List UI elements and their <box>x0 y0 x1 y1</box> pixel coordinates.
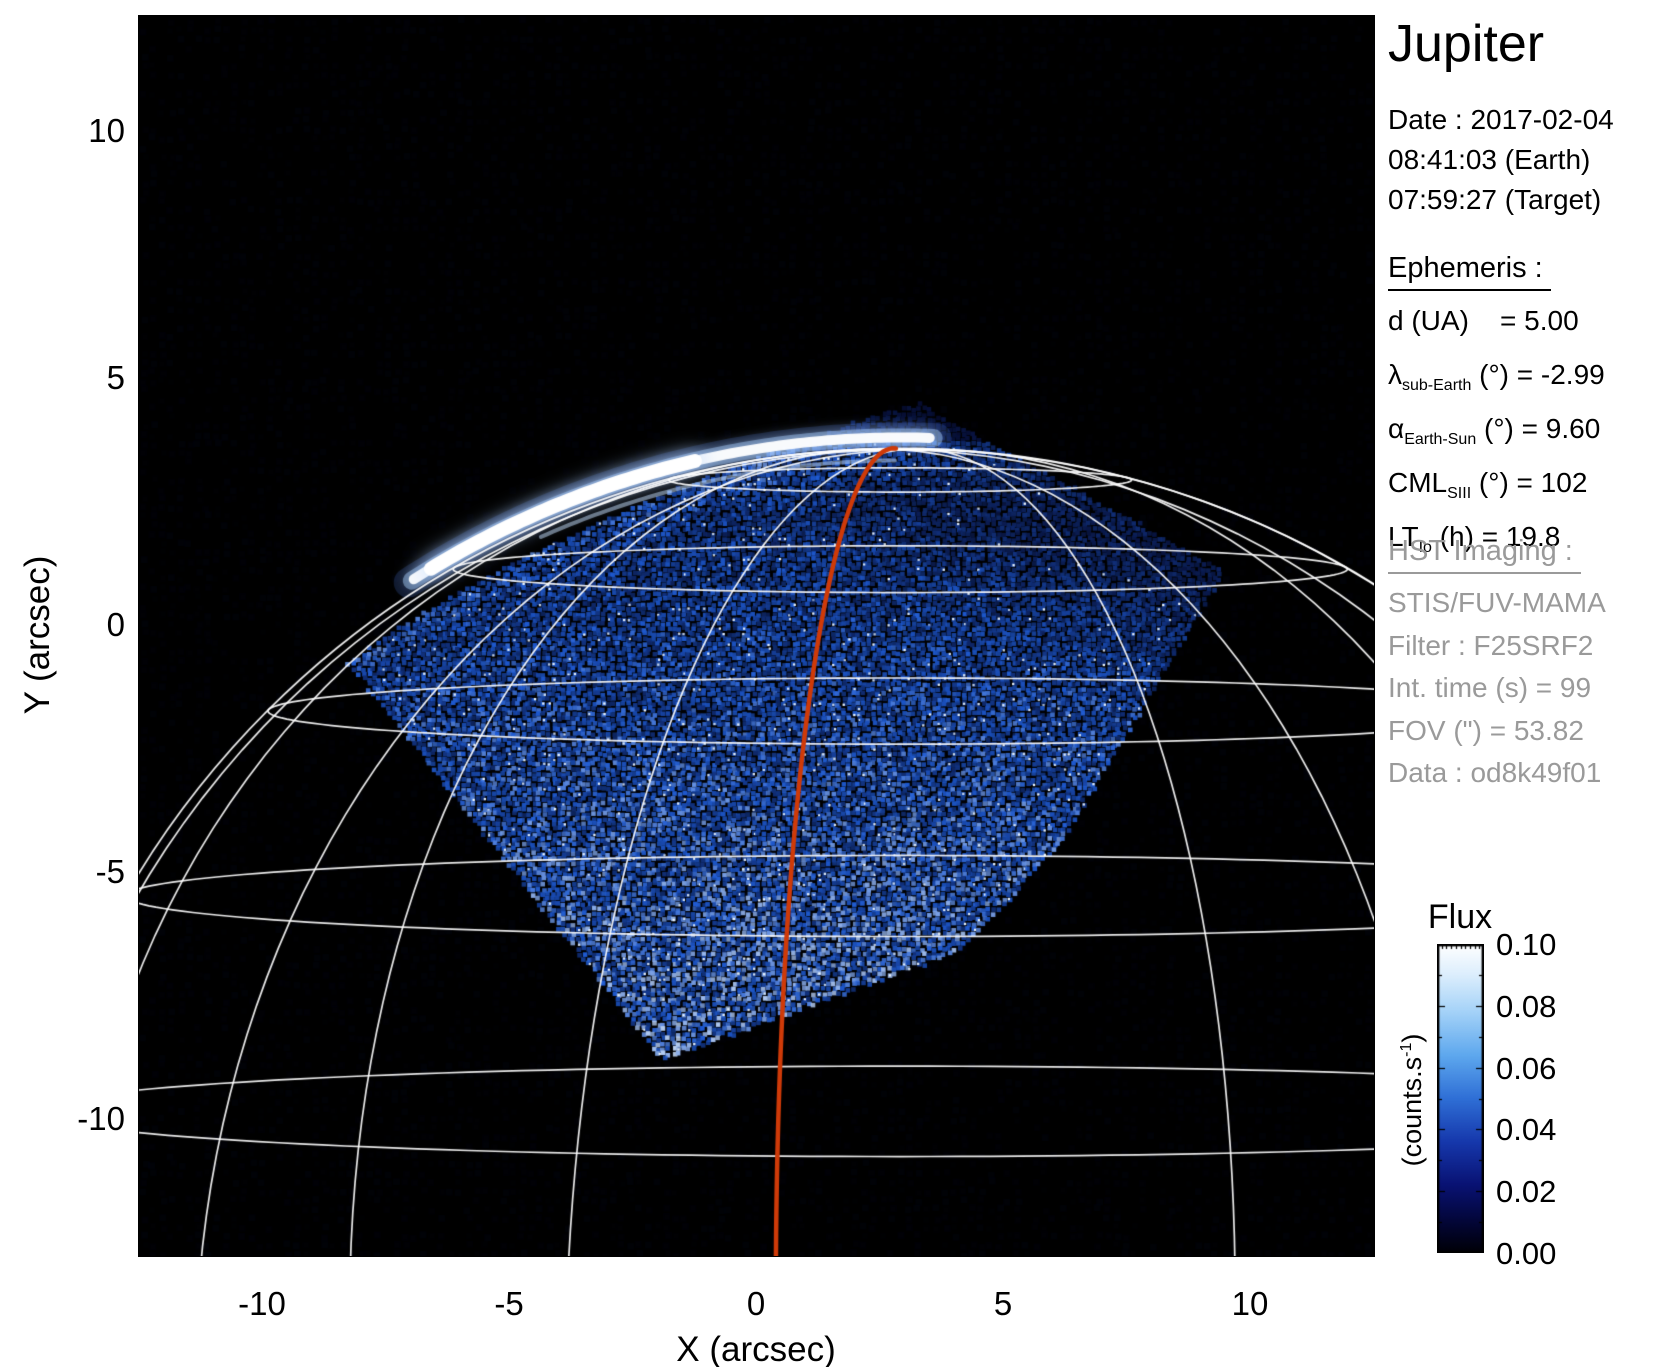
ephemeris-value: (°) = 9.60 <box>1476 413 1601 444</box>
y-tick-label: 5 <box>106 359 125 396</box>
ephemeris-symbol: λ <box>1388 359 1402 390</box>
ephemeris-section: Ephemeris : d (UA) = 5.00 λsub-Earth (°)… <box>1388 252 1605 569</box>
ephemeris-symbol: CML <box>1388 467 1448 498</box>
hst-filter: Filter : F25SRF2 <box>1388 629 1594 661</box>
x-tick-label: 0 <box>746 1285 766 1322</box>
observation-datetime: Date : 2017-02-04 08:41:03 (Earth) 07:59… <box>1388 100 1614 220</box>
ephemeris-subscript: sub-Earth <box>1402 377 1472 394</box>
ephemeris-subscript: Io <box>1418 539 1432 556</box>
y-tick-label: -5 <box>95 853 125 890</box>
ephemeris-value: (°) = 102 <box>1471 467 1588 498</box>
ephemeris-subscript: Earth-Sun <box>1404 431 1477 448</box>
x-tick-label: -10 <box>238 1285 286 1322</box>
ephemeris-heading: Ephemeris : <box>1388 252 1551 291</box>
x-tick-label: 5 <box>993 1285 1013 1322</box>
x-tick-label: 10 <box>1231 1285 1269 1322</box>
colorbar-tick-label: 0.02 <box>1496 1174 1557 1209</box>
colorbar <box>1437 944 1484 1253</box>
x-axis-label: X (arcsec) <box>676 1330 836 1367</box>
y-axis-label: Y (arcsec) <box>18 555 57 715</box>
earth-time-line: 08:41:03 (Earth) <box>1388 144 1591 175</box>
colorbar-tick-label: 0.08 <box>1496 989 1557 1024</box>
ephemeris-row-io-localtime: LTIo (h) = 19.8 <box>1388 515 1605 569</box>
ephemeris-value: (°) = -2.99 <box>1471 359 1605 390</box>
date-line: Date : 2017-02-04 <box>1388 104 1614 135</box>
hst-int-time: Int. time (s) = 99 <box>1388 672 1592 703</box>
colorbar-title: Flux <box>1427 898 1493 936</box>
hst-data-id: Data : od8k49f01 <box>1388 757 1602 788</box>
hst-imaging-section: HST Imaging : STIS/FUV-MAMA Filter : F25… <box>1388 535 1606 795</box>
hst-fov: FOV (") = 53.82 <box>1388 714 1584 746</box>
ephemeris-symbol: α <box>1388 413 1405 444</box>
ephemeris-subscript: SIII <box>1447 485 1472 502</box>
hst-instrument: STIS/FUV-MAMA <box>1388 587 1606 618</box>
colorbar-tick-label: 0.06 <box>1496 1051 1557 1086</box>
colorbar-unit-exponent: -1 <box>1398 1042 1415 1057</box>
colorbar-tick-label: 0.04 <box>1496 1112 1557 1147</box>
ephemeris-row-phase-angle: αEarth-Sun (°) = 9.60 <box>1388 407 1605 461</box>
y-tick-label: 0 <box>106 606 125 643</box>
colorbar-unit-label: (counts.s-1) <box>1387 970 1427 1230</box>
page-title: Jupiter <box>1388 15 1545 73</box>
ephemeris-value: (h) = 19.8 <box>1431 521 1561 552</box>
y-tick-label: -10 <box>77 1100 125 1137</box>
sky-plot-canvas <box>139 16 1374 1256</box>
ephemeris-row-distance: d (UA) = 5.00 <box>1388 299 1605 353</box>
y-tick-label: 10 <box>88 112 125 149</box>
colorbar-tick-label: 0.00 <box>1496 1236 1557 1271</box>
colorbar-unit-suffix: ) <box>1397 1033 1427 1043</box>
ephemeris-value: = 5.00 <box>1468 305 1579 336</box>
sky-plot <box>138 15 1375 1257</box>
target-time-line: 07:59:27 (Target) <box>1388 184 1602 215</box>
colorbar-tick-label: 0.10 <box>1496 927 1557 962</box>
ephemeris-row-cml: CMLSIII (°) = 102 <box>1388 461 1605 515</box>
ephemeris-symbol: LT <box>1388 521 1419 552</box>
ephemeris-row-subearth-lat: λsub-Earth (°) = -2.99 <box>1388 353 1605 407</box>
x-tick-label: -5 <box>494 1285 524 1322</box>
hst-imaging-heading: HST Imaging : <box>1388 535 1581 574</box>
ephemeris-symbol: d (UA) <box>1388 305 1469 336</box>
colorbar-unit-prefix: (counts.s <box>1397 1056 1427 1167</box>
